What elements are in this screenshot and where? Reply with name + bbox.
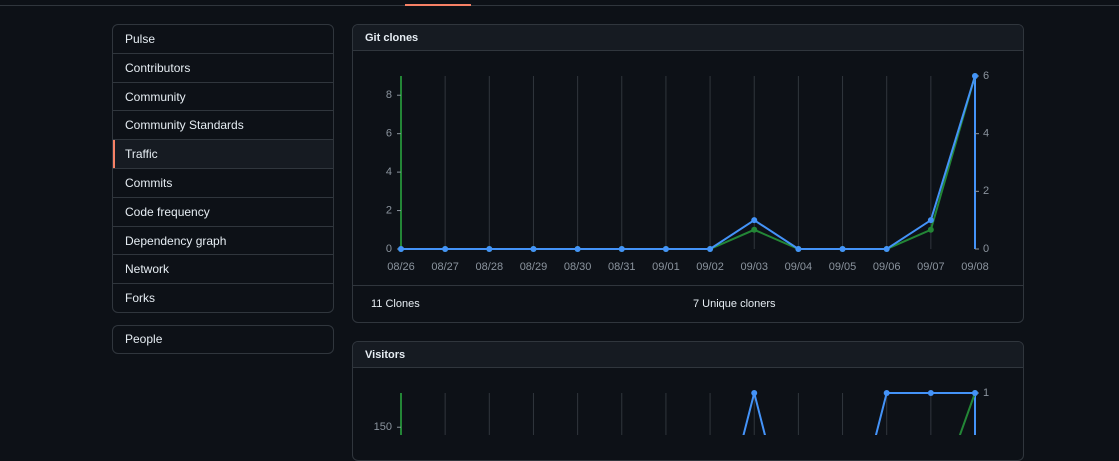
summary: 11 Clones 7 Unique cloners xyxy=(353,285,1023,322)
nav-item[interactable]: Contributors xyxy=(113,54,333,83)
nav-item[interactable]: Community xyxy=(113,83,333,112)
nav-item[interactable]: Dependency graph xyxy=(113,227,333,256)
nav-item[interactable]: Network xyxy=(113,255,333,285)
nav-item[interactable]: People xyxy=(112,325,334,354)
panel-header: Visitors xyxy=(353,342,1023,368)
unique-cloners: 7 Unique cloners xyxy=(693,298,776,310)
nav-item[interactable]: Commits xyxy=(113,169,333,198)
clones-count: 11 Clones xyxy=(371,298,420,310)
panel-header: Git clones xyxy=(353,25,1023,51)
page: Pulse Contributors Community Community Stan… xyxy=(0,4,1119,461)
nav-item[interactable]: Code frequency xyxy=(113,198,333,227)
nav-item[interactable]: Forks xyxy=(125,291,155,306)
nav-item[interactable]: Traffic xyxy=(113,140,333,169)
nav-item[interactable]: Community Standards xyxy=(113,111,333,141)
top-border xyxy=(0,5,1119,6)
active-tab-indicator xyxy=(405,4,471,6)
insights-nav: Pulse Contributors Community Community Stan… xyxy=(112,24,334,313)
nav-item[interactable]: Pulse xyxy=(113,25,333,54)
clones-panel: Git clones 11 Clones 7 Unique cloners xyxy=(352,24,1024,323)
visitors-panel: Visitors xyxy=(352,341,1024,461)
